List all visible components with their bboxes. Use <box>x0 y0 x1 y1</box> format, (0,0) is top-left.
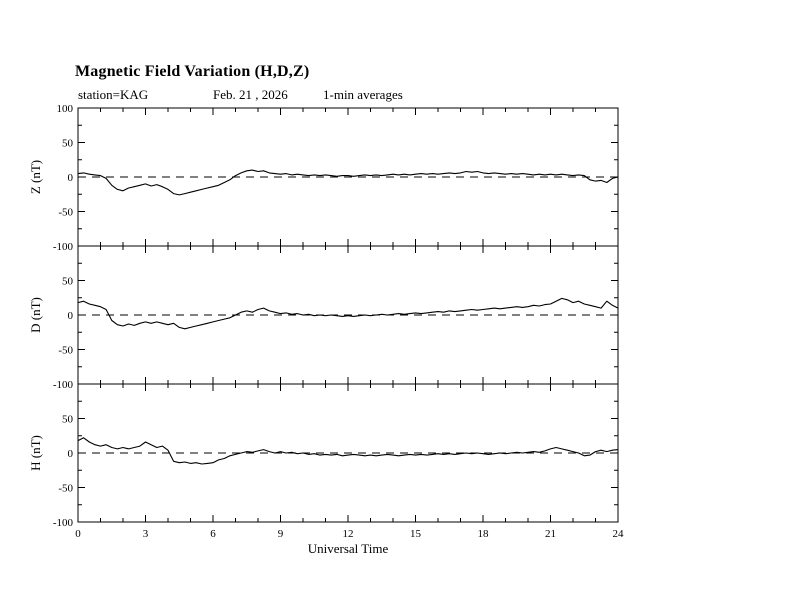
y-tick-label: 100 <box>57 103 74 115</box>
y-tick-label: 0 <box>68 172 74 184</box>
x-tick-label: 12 <box>343 528 354 540</box>
data-trace <box>77 297 619 330</box>
station-label: station=KAG <box>78 87 149 102</box>
y-axis-label: Z (nT) <box>28 160 43 194</box>
x-tick-label: 0 <box>75 528 81 540</box>
data-trace <box>77 169 619 196</box>
averaging-label: 1-min averages <box>323 87 403 102</box>
date-label: Feb. 21 , 2026 <box>213 87 288 102</box>
panel-h: -100 -50 0 50 H (nT) <box>28 383 619 529</box>
y-tick-label: 50 <box>62 138 74 150</box>
x-tick-label: 6 <box>210 528 216 540</box>
y-tick-label: -50 <box>58 483 73 495</box>
y-tick-label: -50 <box>58 345 73 357</box>
y-axis-label: D (nT) <box>28 297 43 333</box>
x-tick-label: 3 <box>143 528 149 540</box>
x-tick-label: 9 <box>278 528 284 540</box>
y-axis-label: H (nT) <box>28 435 43 471</box>
y-tick-label: -100 <box>53 241 74 253</box>
panel-z: -100 -50 0 50 100 Z (nT) <box>28 103 619 253</box>
y-tick-label: 0 <box>68 310 74 322</box>
y-tick-label: 50 <box>62 414 74 426</box>
chart-title: Magnetic Field Variation (H,D,Z) <box>75 63 310 80</box>
data-trace <box>77 437 619 465</box>
x-axis-labels: 0 3 6 9 12 15 18 21 24 Universal Time <box>75 528 624 556</box>
y-tick-label: -100 <box>53 379 74 391</box>
x-axis-title: Universal Time <box>308 541 389 556</box>
y-tick-label: 50 <box>62 276 74 288</box>
x-tick-label: 21 <box>545 528 556 540</box>
x-tick-label: 18 <box>478 528 490 540</box>
x-tick-label: 15 <box>410 528 422 540</box>
panel-d: -100 -50 0 50 D (nT) <box>28 245 619 391</box>
y-tick-label: 0 <box>68 448 74 460</box>
y-tick-label: -50 <box>58 207 73 219</box>
x-tick-label: 24 <box>613 528 625 540</box>
y-tick-label: -100 <box>53 517 74 529</box>
